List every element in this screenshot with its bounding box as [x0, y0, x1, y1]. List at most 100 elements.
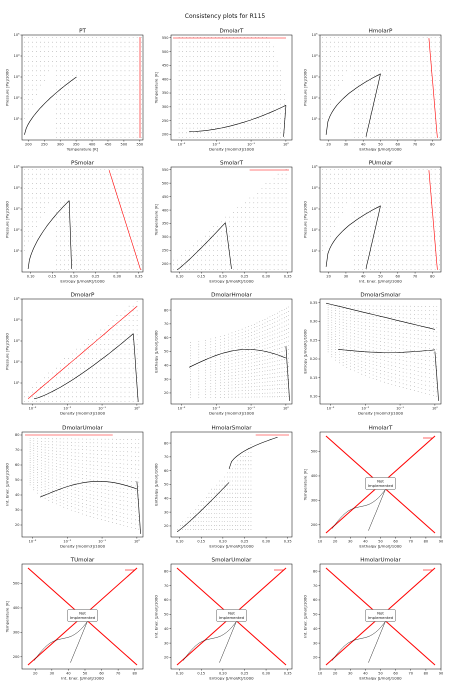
y-tick-label: 10² [312, 228, 318, 232]
x-tick-label: 70 [413, 143, 417, 147]
x-axis-label: Density [mol/m3]/1000 [60, 410, 106, 415]
y-axis-label: Temperature [K] [154, 71, 159, 104]
x-tick-label: 10⁻³ [29, 407, 37, 411]
y-tick-label: 10² [14, 360, 20, 364]
panel-title: HmolarSmolar [211, 426, 252, 432]
y-tick-label: 550 [162, 36, 169, 40]
x-tick-label: 10⁻¹ [247, 407, 255, 411]
saturation-curve [228, 437, 278, 469]
x-tick-label: 80 [424, 540, 428, 544]
x-tick-label: 40 [66, 672, 70, 676]
x-tick-label: 30 [50, 672, 54, 676]
x-tick-label: 20 [326, 143, 330, 147]
x-tick-label: 90 [439, 672, 443, 676]
saturation-curve [189, 349, 287, 368]
x-tick-label: 60 [393, 540, 397, 544]
saturation-curve [136, 481, 141, 534]
y-tick-label: 50 [164, 350, 168, 354]
x-tick-label: 60 [396, 143, 400, 147]
saturation-curve [365, 73, 381, 137]
not-implemented-label: Not [377, 478, 384, 483]
y-tick-label: 10² [14, 96, 20, 100]
x-tick-label: 50 [378, 143, 382, 147]
panel-dmolart: DmolarT 10⁻³ 10⁻² 10⁻¹ 10⁰ 200 250 300 350 400 450… [154, 29, 293, 151]
x-tick-label: 10⁻² [63, 540, 71, 544]
x-tick-label: 0.25 [241, 275, 249, 279]
x-tick-label: 0.10 [176, 540, 184, 544]
x-tick-label: 0.35 [284, 672, 292, 676]
x-tick-label: 10⁻¹ [247, 143, 255, 147]
y-tick-label: 400 [162, 77, 169, 81]
x-axis-label: Int. Ener. [J/mol]/1000 [61, 675, 104, 680]
not-implemented-label: Not [79, 610, 86, 615]
y-tick-label: 450 [162, 195, 169, 199]
saturation-curve [365, 205, 381, 269]
y-tick-label: 200 [311, 523, 318, 527]
x-tick-label: 0.20 [219, 672, 227, 676]
x-tick-label: 10⁻² [361, 407, 369, 411]
x-tick-label: 20 [33, 672, 37, 676]
x-tick-label: 0.10 [176, 275, 184, 279]
saturation-curve [338, 349, 435, 353]
panel-title: DmolarSmolar [360, 293, 401, 299]
y-tick-label: 300 [13, 631, 20, 635]
y-axis-label: Int. Ener. [J/mol]/1000 [303, 595, 308, 638]
state-point-cloud [322, 169, 440, 270]
x-axis-label: Enthalpy [J/mol]/1000 [359, 146, 402, 151]
x-tick-label: 0.30 [262, 275, 270, 279]
x-tick-label: 30 [344, 143, 348, 147]
y-tick-label: 10⁵ [312, 33, 318, 37]
x-tick-label: 0.20 [219, 275, 227, 279]
panel-pt: PT 200 250 300 350 400 450 500 550 10¹ 10² 10³ 10⁴ 10… [5, 29, 144, 151]
y-axis-label: Temperature [K] [303, 468, 308, 501]
x-tick-label: 0.15 [197, 672, 205, 676]
y-axis-label: Pressure [Pa]/1000 [5, 201, 10, 238]
x-tick-label: 10⁻² [212, 143, 220, 147]
y-tick-label: 50 [313, 613, 317, 617]
y-tick-label: 10⁴ [14, 186, 20, 190]
y-tick-label: 10¹ [312, 249, 318, 253]
panel-hmolarp: HmolarP 20 30 40 50 60 70 80 10¹ 10² 10³ 10⁴ 10⁵ Enth… [303, 29, 442, 151]
plot-area [25, 434, 141, 534]
y-tick-label: 70 [15, 448, 19, 452]
x-tick-label: 0.10 [176, 672, 184, 676]
y-tick-label: 10¹ [14, 249, 20, 253]
y-tick-label: 10³ [14, 75, 20, 79]
plot-area [173, 169, 289, 271]
state-point-cloud [173, 169, 287, 270]
x-tick-label: 10⁻² [212, 407, 220, 411]
x-tick-label: 10⁰ [134, 407, 140, 411]
y-tick-label: 0.15 [310, 376, 318, 380]
plot-frame [21, 166, 144, 273]
panel-title: PT [79, 29, 86, 35]
plot-frame [319, 166, 442, 273]
y-tick-label: 500 [162, 50, 169, 54]
y-tick-label: 10⁴ [14, 54, 20, 58]
y-tick-label: 30 [164, 641, 168, 645]
panel-psmolar: PSmolar 0.10 0.15 0.20 0.25 0.30 0.35 10¹ 10² 10³… [5, 161, 144, 283]
saturation-curve [219, 618, 238, 663]
saturation-curve [189, 105, 287, 132]
panel-title: DmolarHmolar [211, 293, 253, 299]
panel-title: DmolarT [220, 29, 244, 35]
x-tick-label: 10 [318, 540, 322, 544]
y-tick-label: 10¹ [312, 117, 318, 121]
x-tick-label: 10⁻¹ [98, 540, 106, 544]
y-tick-label: 80 [164, 308, 168, 312]
x-tick-label: 10⁰ [432, 407, 438, 411]
panel-dmolarumolar: DmolarUmolar 10⁻³ 10⁻² 10⁻¹ 10⁰ 20 30 40 50 60 70 8… [5, 426, 144, 548]
saturation-curve [182, 619, 238, 661]
y-tick-label: 30 [15, 508, 19, 512]
y-tick-label: 350 [162, 222, 169, 226]
plot-area [24, 301, 139, 402]
y-tick-label: 0.30 [310, 320, 318, 324]
not-implemented-label: Implemented [368, 615, 394, 620]
plot-frame [21, 431, 144, 538]
y-tick-label: 70 [313, 584, 317, 588]
panel-smolart: SmolarT 0.10 0.15 0.20 0.25 0.30 0.35 200 250 300… [154, 161, 293, 283]
x-tick-label: 10⁻² [63, 407, 71, 411]
saturation-curve [33, 619, 89, 661]
y-tick-label: 10¹ [14, 117, 20, 121]
x-tick-label: 10⁰ [283, 407, 289, 411]
y-tick-label: 250 [162, 249, 169, 253]
